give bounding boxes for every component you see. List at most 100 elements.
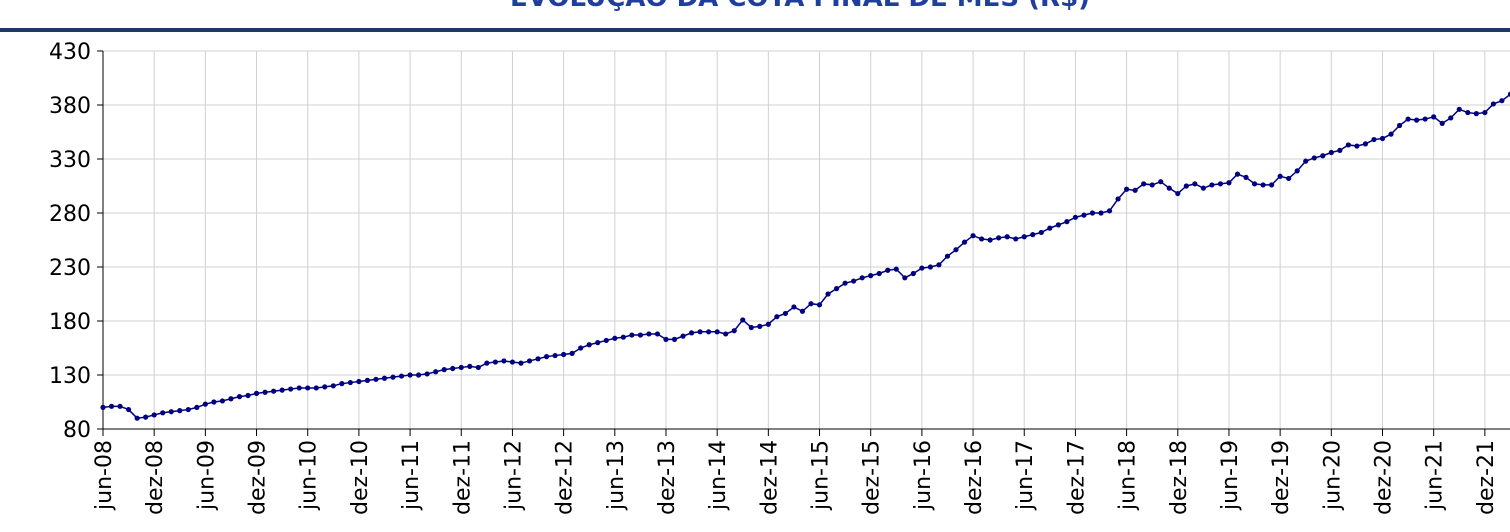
point [373, 376, 379, 382]
point [697, 329, 703, 335]
point [1030, 232, 1036, 238]
x-tick-label: dez-14 [757, 440, 782, 515]
point [416, 372, 422, 378]
point [944, 253, 951, 259]
point [271, 388, 277, 394]
point [1149, 182, 1155, 188]
point [501, 358, 507, 364]
point [893, 266, 899, 272]
x-tick-label: jun-20 [1320, 440, 1345, 511]
point [1269, 182, 1275, 188]
point [322, 384, 328, 390]
point [1465, 109, 1471, 116]
point [833, 286, 840, 292]
point [134, 415, 140, 421]
point [1175, 190, 1181, 197]
point [1183, 183, 1189, 189]
point [1490, 101, 1496, 107]
point [279, 387, 285, 393]
x-tick-label: dez-21 [1474, 440, 1499, 515]
point [586, 342, 592, 348]
point [1448, 115, 1454, 121]
point [552, 352, 558, 359]
point [1286, 175, 1292, 182]
point [876, 270, 882, 277]
point [398, 373, 405, 379]
point [185, 406, 191, 413]
point [475, 364, 481, 371]
point [1013, 236, 1019, 242]
point [774, 314, 780, 320]
point [364, 377, 371, 383]
point [467, 363, 473, 369]
point [424, 371, 430, 377]
point [1021, 234, 1027, 240]
point [288, 386, 294, 392]
x-tick-label: dez-08 [143, 440, 168, 515]
point [1038, 229, 1044, 236]
point [211, 399, 217, 405]
x-tick-label: dez-12 [553, 440, 578, 515]
point [253, 390, 260, 396]
point [1388, 131, 1394, 137]
point [1234, 171, 1241, 177]
point [194, 404, 200, 410]
point [1166, 185, 1172, 191]
point [535, 356, 541, 362]
y-tick-label: 380 [49, 94, 91, 119]
point [816, 302, 823, 308]
title-rule [0, 28, 1510, 32]
point [1243, 174, 1249, 180]
x-tick-label: dez-19 [1269, 440, 1294, 515]
point [202, 401, 208, 407]
point [723, 331, 729, 337]
point [919, 265, 925, 271]
point [1217, 181, 1224, 187]
point [1004, 234, 1010, 240]
point [509, 359, 516, 365]
point [1098, 210, 1104, 216]
point [663, 336, 669, 342]
point [1047, 225, 1053, 231]
point [1354, 143, 1360, 149]
point [680, 333, 686, 339]
point [578, 345, 584, 351]
point [1499, 98, 1505, 104]
x-tick-label: jun-08 [92, 440, 117, 511]
point [953, 247, 959, 253]
point [970, 233, 976, 239]
point [313, 385, 319, 391]
point [160, 410, 166, 416]
point [1132, 187, 1138, 193]
point [1405, 116, 1411, 122]
point [961, 239, 968, 245]
x-tick-label: jun-14 [706, 440, 731, 511]
x-tick-label: jun-09 [194, 440, 219, 511]
point [706, 329, 712, 335]
x-tick-label: dez-09 [246, 440, 271, 515]
point [561, 351, 567, 358]
point [1200, 185, 1206, 191]
x-tick-label: dez-13 [655, 440, 680, 515]
point [219, 398, 226, 404]
point [603, 337, 609, 344]
point [1482, 109, 1488, 116]
point [595, 340, 601, 346]
point [620, 334, 626, 340]
x-tick-label: jun-13 [604, 440, 629, 511]
point [1456, 106, 1462, 112]
point [1294, 168, 1300, 174]
point [825, 291, 831, 297]
point [757, 323, 763, 329]
point [1141, 181, 1147, 187]
point [740, 317, 746, 323]
point [125, 406, 132, 413]
point [1277, 173, 1283, 179]
x-tick-label: jun-12 [501, 440, 526, 511]
point [441, 367, 447, 373]
x-tick-label: jun-21 [1423, 440, 1448, 511]
point [1362, 141, 1369, 147]
point [492, 359, 498, 365]
